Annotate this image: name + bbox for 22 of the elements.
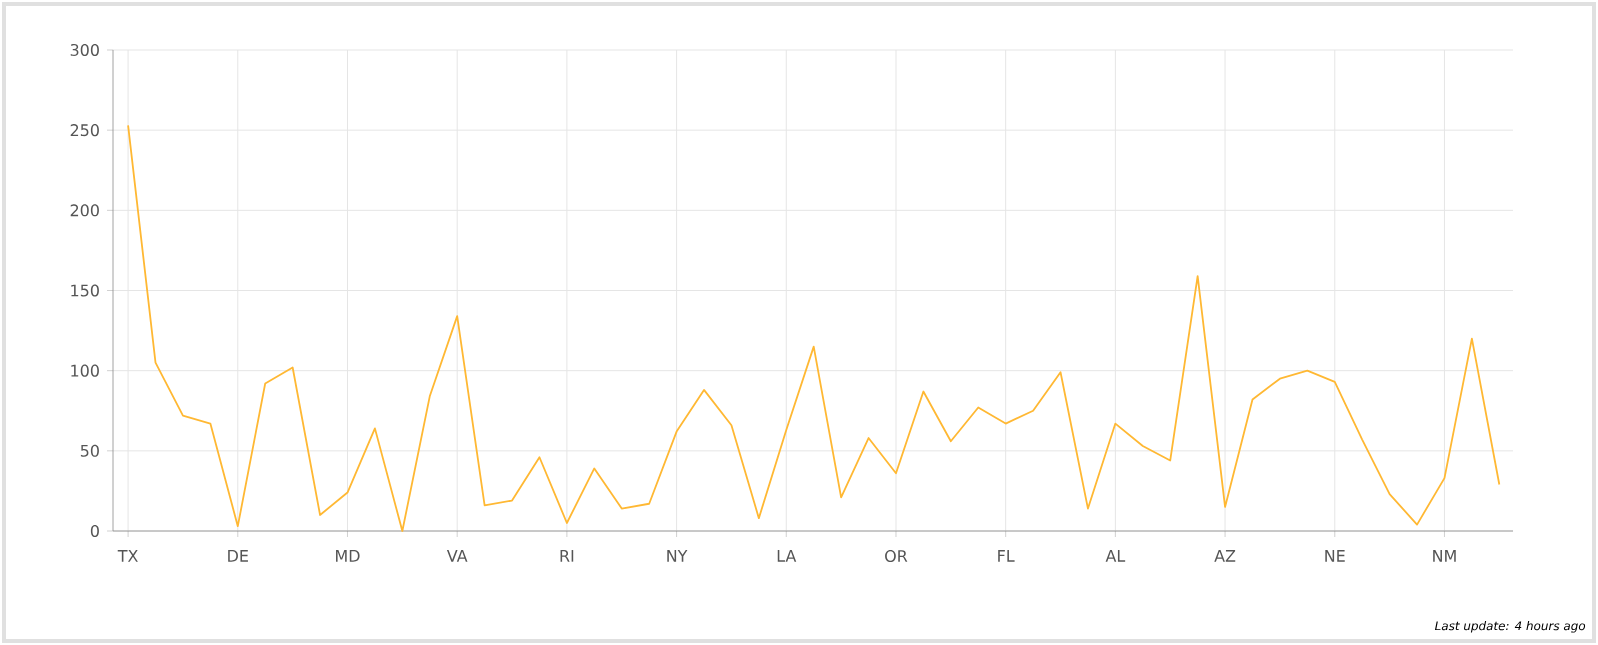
x-tick-label: LA [777, 550, 797, 562]
x-tick-label: NY [667, 550, 688, 562]
x-tick-label: MD [336, 550, 360, 562]
y-tick-label: 150 [71, 284, 99, 297]
x-tick-label: TX [117, 550, 138, 562]
y-tick-label: 300 [70, 43, 99, 57]
x-tick-label: AL [1105, 550, 1126, 562]
x-tick-label: AZ [1214, 550, 1236, 562]
y-tick-label: 200 [70, 204, 99, 217]
y-tick-label: 0 [90, 524, 99, 538]
x-tick-label: NE [1325, 550, 1345, 562]
text: Last update: 4 hours ago [1434, 621, 1586, 633]
x-tick-label: DE [228, 550, 248, 562]
x-tick-label: FL [998, 550, 1015, 562]
x-tick-label: OR [885, 550, 908, 563]
x-tick-label: NM [1433, 550, 1456, 562]
y-tick-label: 100 [71, 364, 99, 377]
y-tick-label: 250 [70, 124, 99, 137]
x-tick-label: VA [446, 550, 468, 562]
x-tick-label: RI [560, 550, 574, 562]
y-tick-label: 50 [80, 444, 99, 457]
line-series [127, 124, 1501, 532]
